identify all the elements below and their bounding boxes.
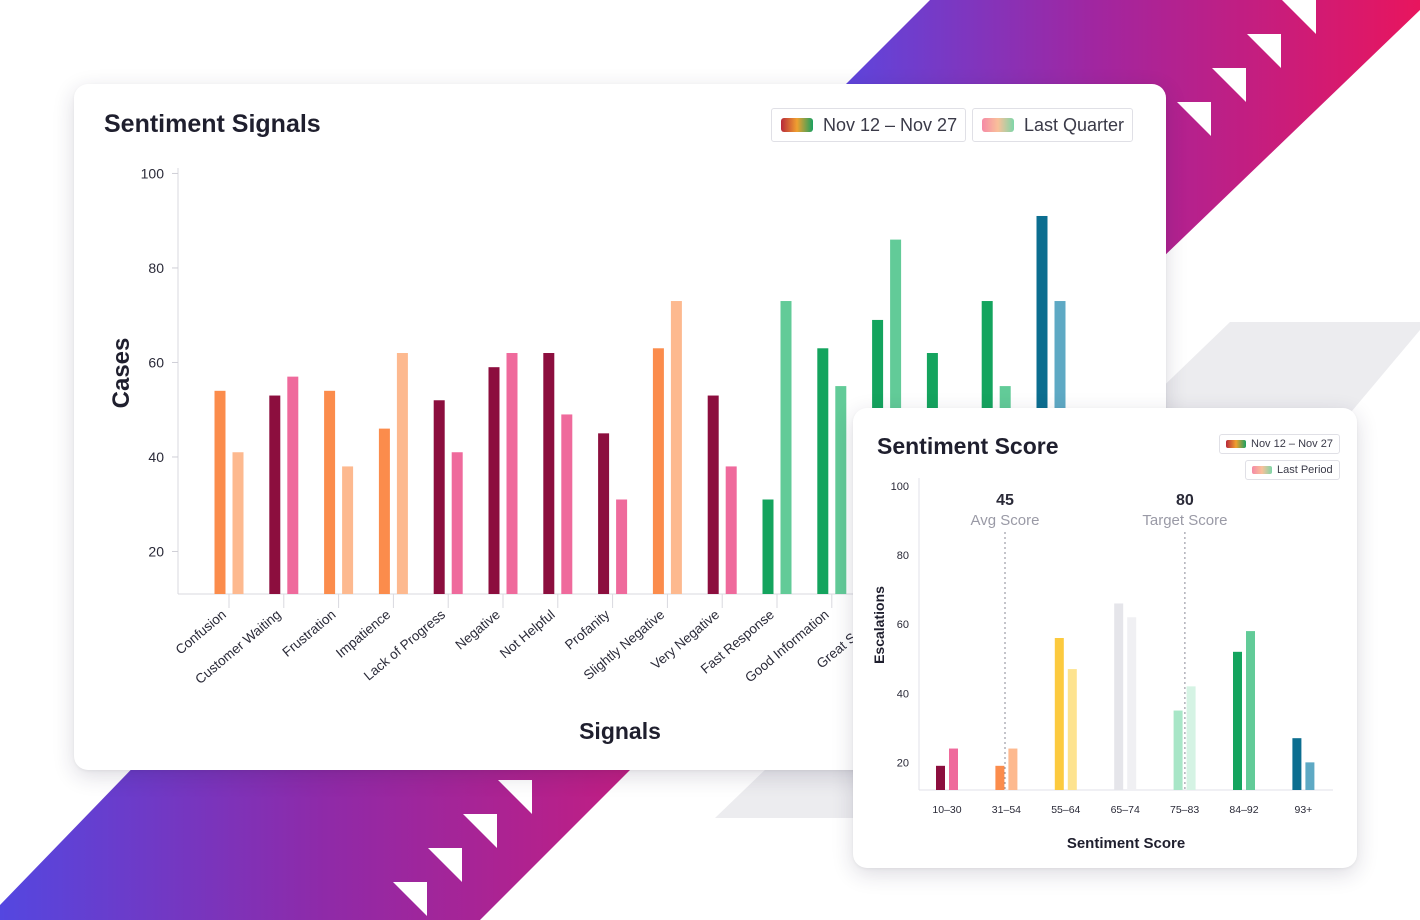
- y-tick-label: 40: [148, 449, 164, 465]
- bar-good-information-current: [817, 348, 829, 594]
- score-bar-65-74-last-period: [1127, 617, 1137, 790]
- bar-very-positive-current: [1036, 215, 1048, 594]
- bar-confusion-last-quarter: [232, 452, 244, 594]
- y-tick-label: 100: [141, 165, 165, 181]
- score-x-tick-label: 93+: [1294, 804, 1312, 816]
- bar-frustration-last-quarter: [342, 466, 354, 594]
- bar-fast-response-current: [762, 499, 774, 594]
- score-bar-84-92-last-period: [1246, 631, 1255, 790]
- score-y-axis-title: Escalations: [871, 586, 887, 664]
- score-y-tick-label: 100: [891, 481, 909, 493]
- x-tick-label: Profanity: [562, 607, 613, 653]
- legend-label-last-quarter: Last Quarter: [1024, 114, 1125, 135]
- bar-profanity-last-quarter: [616, 499, 628, 594]
- score-bar-65-74-current: [1114, 603, 1124, 790]
- x-tick-label: Confusion: [173, 607, 229, 658]
- x-tick-label: Negative: [452, 607, 502, 653]
- x-axis-title: Signals: [579, 718, 661, 744]
- score-y-tick-label: 80: [897, 550, 909, 562]
- score-bar-55-64-current: [1054, 638, 1064, 790]
- score-bar-10-30-current: [936, 765, 945, 790]
- bar-very-negative-current: [707, 395, 719, 594]
- x-tick-label: Frustration: [279, 607, 338, 660]
- legend-last-quarter[interactable]: Last Quarter: [972, 108, 1134, 142]
- score-x-tick-label: 84–92: [1229, 804, 1258, 816]
- score-bar-chart: 20 40 60 80 100 Escalations Sentiment Score 45 A…: [871, 478, 1333, 852]
- y-tick-label: 60: [148, 354, 164, 370]
- legend-swatch-current: [781, 118, 813, 132]
- score-bar-93-last-period: [1305, 762, 1315, 790]
- bar-lack-of-progress-current: [433, 400, 445, 594]
- score-x-tick-label: 65–74: [1111, 804, 1140, 816]
- arrow-chevrons-top: [1177, 0, 1316, 136]
- score-chart-title: Sentiment Score: [877, 433, 1059, 459]
- score-x-tick-label: 10–30: [932, 804, 961, 816]
- bar-customer-waiting-last-quarter: [287, 376, 299, 594]
- score-x-tick-label: 75–83: [1170, 804, 1199, 816]
- score-bar-31-54-current: [995, 765, 1005, 790]
- bottom-gradient-band: [0, 750, 650, 920]
- score-bar-55-64-last-period: [1067, 669, 1077, 790]
- bar-lack-of-progress-last-quarter: [451, 452, 463, 594]
- bar-very-negative-last-quarter: [725, 466, 737, 594]
- score-y-tick-label: 60: [897, 619, 909, 631]
- bar-negative-current: [488, 367, 500, 594]
- x-tick-label: Not Helpful: [497, 607, 558, 661]
- y-tick-label: 20: [148, 543, 164, 559]
- bar-slightly-negative-last-quarter: [670, 301, 682, 594]
- y-tick-label: 80: [148, 260, 164, 276]
- bar-frustration-current: [324, 390, 336, 594]
- bar-fast-response-last-quarter: [780, 301, 792, 594]
- score-bar-84-92-current: [1233, 651, 1242, 790]
- score-y-tick-label: 20: [897, 757, 909, 769]
- legend-current-period[interactable]: Nov 12 – Nov 27: [771, 108, 967, 142]
- bar-confusion-current: [214, 390, 226, 594]
- bar-good-information-last-quarter: [835, 386, 847, 594]
- score-y-tick-label: 40: [897, 688, 909, 700]
- bar-impatience-last-quarter: [396, 353, 408, 594]
- score-bar-31-54-last-period: [1008, 748, 1018, 790]
- legend-swatch-last-quarter: [982, 118, 1014, 132]
- score-bar-93-current: [1292, 738, 1302, 790]
- reference-value-avg-score: 45: [996, 492, 1014, 509]
- score-legend-label-last: Last Period: [1277, 464, 1333, 476]
- score-bar-10-30-last-period: [949, 748, 958, 790]
- legend-label-current: Nov 12 – Nov 27: [823, 114, 958, 135]
- score-bar-75-83-current: [1173, 710, 1183, 790]
- score-x-axis-title: Sentiment Score: [1067, 835, 1185, 852]
- bar-slightly-negative-current: [652, 348, 664, 594]
- score-x-tick-label: 55–64: [1051, 804, 1080, 816]
- bar-profanity-current: [598, 433, 610, 594]
- reference-label-target-score: Target Score: [1142, 512, 1227, 529]
- sentiment-score-card: Sentiment Score Nov 12 – Nov 27 Last Per…: [853, 408, 1357, 868]
- score-x-tick-label: 31–54: [992, 804, 1021, 816]
- bar-not-helpful-last-quarter: [561, 414, 573, 594]
- bar-impatience-current: [378, 428, 390, 594]
- bar-not-helpful-current: [543, 353, 555, 594]
- y-axis-title: Cases: [108, 338, 135, 409]
- bar-customer-waiting-current: [269, 395, 281, 594]
- reference-value-target-score: 80: [1176, 492, 1194, 509]
- signals-chart-title: Sentiment Signals: [104, 110, 321, 138]
- score-legend-swatch-current: [1226, 440, 1246, 448]
- score-bar-75-83-last-period: [1186, 686, 1196, 790]
- score-legend-label-current: Nov 12 – Nov 27: [1251, 438, 1333, 450]
- score-legend-current-period[interactable]: Nov 12 – Nov 27: [1219, 434, 1340, 454]
- score-legend-swatch-last: [1252, 466, 1272, 474]
- arrow-chevrons-bottom: [393, 780, 532, 916]
- reference-label-avg-score: Avg Score: [971, 512, 1040, 529]
- bar-negative-last-quarter: [506, 353, 518, 594]
- score-legend-last-period[interactable]: Last Period: [1245, 460, 1340, 480]
